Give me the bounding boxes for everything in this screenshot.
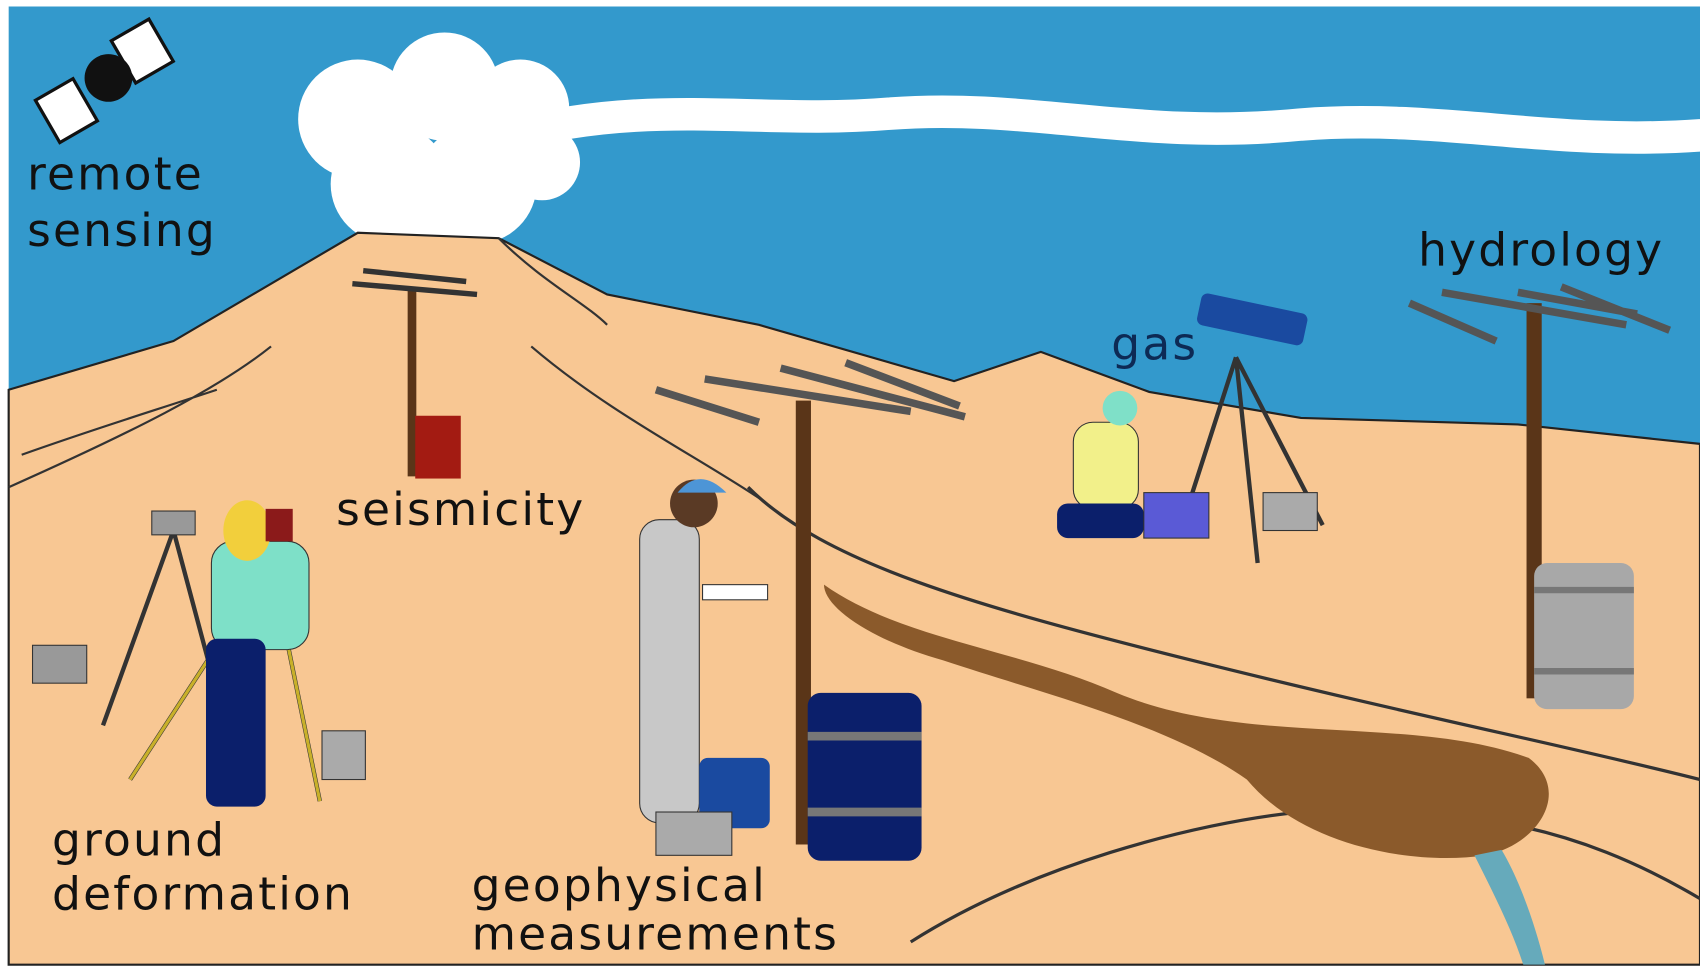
battery [1263, 493, 1317, 531]
case [33, 645, 87, 683]
label: seismicity [336, 483, 585, 536]
helmet [1103, 391, 1138, 426]
person [640, 520, 700, 823]
illustration: remotesensing seismicity grounddeformati… [0, 0, 1700, 969]
label-line: ground [52, 813, 226, 866]
legs [206, 639, 266, 807]
instrument-box [415, 416, 461, 479]
label-line: measurements [472, 908, 839, 961]
notebook [703, 585, 768, 600]
label-line: remote [27, 147, 204, 200]
legs [1057, 503, 1144, 538]
drum [808, 693, 922, 861]
instrument [152, 511, 195, 535]
label-line: sensing [27, 204, 217, 257]
camera [266, 509, 293, 541]
person [1073, 422, 1138, 509]
label-line: geophysical [472, 859, 767, 912]
label-line: gas [1111, 317, 1198, 370]
drum [1534, 563, 1634, 709]
label-line: seismicity [336, 483, 585, 536]
hair [223, 500, 271, 561]
label-line: deformation [52, 867, 354, 920]
label: gas [1111, 317, 1198, 370]
person [211, 541, 309, 649]
battery [322, 731, 365, 780]
pole [408, 287, 417, 476]
label: hydrology [1418, 223, 1664, 276]
page: remotesensing seismicity grounddeformati… [0, 0, 1700, 969]
box [1144, 493, 1209, 538]
label-line: hydrology [1418, 223, 1664, 276]
box [656, 812, 732, 855]
